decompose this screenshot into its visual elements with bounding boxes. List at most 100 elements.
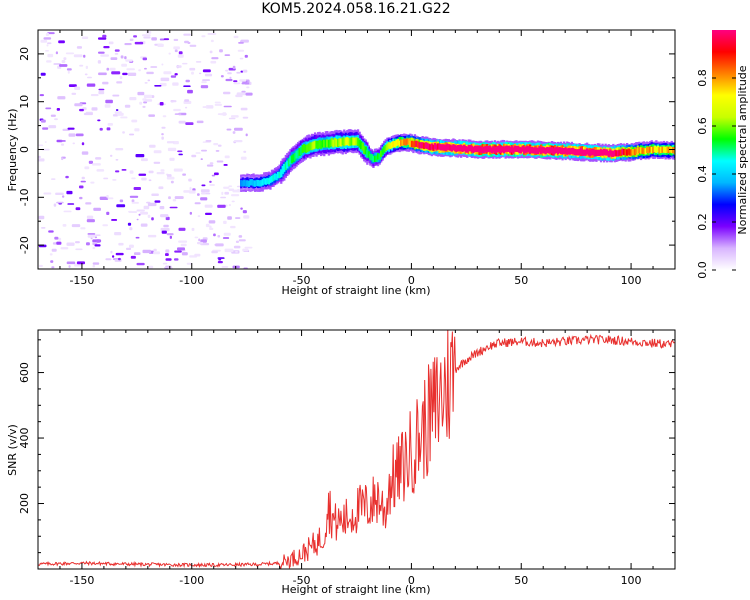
noise-speckle <box>142 57 147 61</box>
ridge-cell <box>613 149 616 156</box>
noise-speckle <box>243 150 247 153</box>
noise-speckle <box>63 210 72 213</box>
noise-speckle <box>147 202 157 207</box>
noise-speckle <box>135 154 145 158</box>
ridge-cell <box>618 149 621 156</box>
noise-speckle <box>201 81 207 84</box>
noise-speckle <box>74 86 81 90</box>
noise-speckle <box>119 76 123 80</box>
noise-speckle <box>245 92 253 96</box>
ridge-cell <box>653 145 656 152</box>
noise-speckle <box>65 175 69 179</box>
noise-speckle <box>93 207 101 211</box>
ridge-cell <box>273 173 277 180</box>
ridge-cell <box>612 150 615 158</box>
ridge-cell <box>295 150 298 159</box>
noise-speckle <box>46 60 52 63</box>
ridge-cell <box>570 147 573 155</box>
noise-speckle <box>129 244 134 248</box>
ridge-cell <box>438 143 441 150</box>
noise-speckle <box>228 204 231 207</box>
noise-speckle <box>194 236 199 239</box>
noise-speckle <box>180 243 187 247</box>
noise-speckle <box>104 104 111 108</box>
noise-speckle <box>76 46 82 49</box>
ridge-cell <box>510 145 513 152</box>
noise-speckle <box>231 200 235 203</box>
noise-speckle <box>116 204 126 208</box>
ridge-cell <box>490 147 493 154</box>
y-tick-label: -10 <box>18 188 31 206</box>
noise-speckle <box>76 261 85 265</box>
noise-speckle <box>211 250 218 254</box>
ridge-cell <box>606 149 609 156</box>
noise-speckle <box>79 196 83 200</box>
ridge-cell <box>499 146 503 153</box>
noise-speckle <box>168 52 171 55</box>
noise-speckle <box>103 46 110 49</box>
noise-speckle <box>129 38 134 41</box>
noise-speckle <box>118 257 121 261</box>
ridge-cell <box>478 146 481 153</box>
noise-speckle <box>56 108 60 111</box>
noise-speckle <box>73 54 83 58</box>
noise-speckle <box>140 223 148 227</box>
noise-speckle <box>84 166 90 170</box>
noise-speckle <box>140 211 148 215</box>
x-tick-label: 0 <box>408 274 415 287</box>
noise-speckle <box>154 85 162 87</box>
noise-speckle <box>79 64 84 67</box>
ridge-cell <box>639 147 643 154</box>
ridge-cell <box>297 150 300 159</box>
noise-speckle <box>153 248 157 252</box>
noise-speckle <box>177 54 184 58</box>
noise-speckle <box>197 193 200 196</box>
ridge-cell <box>509 146 512 154</box>
noise-speckle <box>43 192 52 195</box>
noise-speckle <box>177 247 185 251</box>
noise-speckle <box>74 103 83 107</box>
noise-speckle <box>240 39 249 43</box>
noise-speckle <box>110 250 113 254</box>
noise-speckle <box>160 214 169 218</box>
noise-speckle <box>200 85 209 89</box>
noise-speckle <box>173 168 183 172</box>
ridge-cell <box>544 148 547 155</box>
x-tick-label: -150 <box>69 574 94 587</box>
noise-speckle <box>178 51 183 55</box>
ridge-cell <box>553 147 557 154</box>
ridge-cell <box>501 146 504 153</box>
ridge-cell <box>393 141 397 148</box>
noise-speckle <box>209 50 213 54</box>
ridge-cell <box>333 138 337 146</box>
noise-speckle <box>102 224 108 227</box>
noise-speckle <box>79 185 84 189</box>
snr-y-axis-label: SNR (v/v) <box>6 424 19 476</box>
noise-speckle <box>240 107 248 111</box>
noise-speckle <box>201 35 206 38</box>
noise-speckle <box>183 85 191 87</box>
noise-speckle <box>161 133 164 136</box>
noise-speckle <box>170 100 177 103</box>
ridge-cell <box>320 140 323 149</box>
noise-speckle <box>236 92 246 96</box>
ridge-cell <box>656 145 660 153</box>
ridge-cell <box>281 166 284 174</box>
noise-speckle <box>131 199 135 203</box>
ridge-cell <box>460 144 463 151</box>
noise-speckle <box>61 60 66 63</box>
noise-speckle <box>204 204 213 208</box>
noise-speckle <box>208 220 216 224</box>
noise-speckle <box>198 238 201 242</box>
ridge-cell <box>286 160 289 169</box>
noise-speckle <box>153 251 160 255</box>
noise-speckle <box>131 177 136 180</box>
ridge-cell <box>473 145 477 152</box>
ridge-cell <box>392 140 395 148</box>
noise-speckle <box>233 82 241 85</box>
noise-speckle <box>46 44 49 47</box>
ridge-cell <box>413 140 417 147</box>
ridge-cell <box>321 139 324 148</box>
noise-speckle <box>133 187 141 190</box>
noise-speckle <box>228 117 236 120</box>
